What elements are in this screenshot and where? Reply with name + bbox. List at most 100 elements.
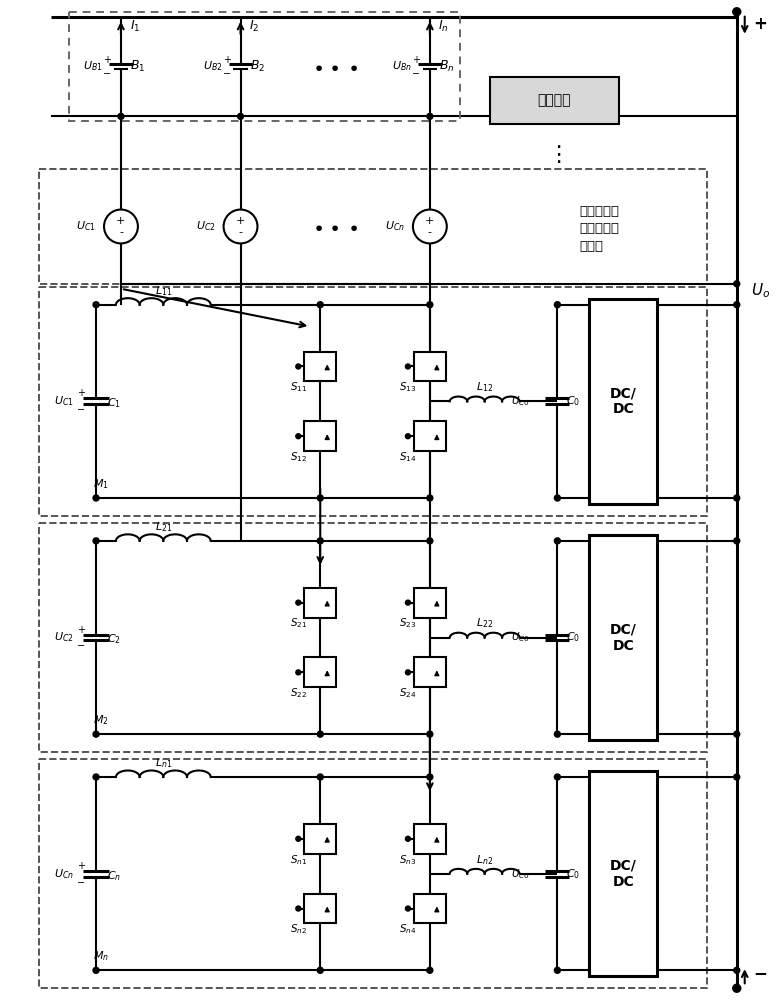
Circle shape xyxy=(554,302,560,308)
Circle shape xyxy=(554,774,560,780)
Text: $S_{12}$: $S_{12}$ xyxy=(289,450,307,464)
Circle shape xyxy=(93,967,99,973)
Bar xyxy=(304,421,336,451)
Text: $U_o$: $U_o$ xyxy=(751,281,771,300)
Text: $U_{Cn}$: $U_{Cn}$ xyxy=(54,867,74,881)
Text: $S_{23}$: $S_{23}$ xyxy=(400,617,417,630)
Bar xyxy=(414,894,445,923)
Text: DC/
DC: DC/ DC xyxy=(610,386,636,416)
Text: -: - xyxy=(119,227,123,237)
Text: DC/
DC: DC/ DC xyxy=(610,859,636,889)
Text: $L_{n1}$: $L_{n1}$ xyxy=(154,756,172,770)
Text: $L_{11}$: $L_{11}$ xyxy=(154,284,172,298)
Text: $I_2$: $I_2$ xyxy=(249,19,260,34)
Text: +: + xyxy=(425,216,435,226)
Text: $M_1$: $M_1$ xyxy=(93,477,109,491)
Circle shape xyxy=(734,731,740,737)
Circle shape xyxy=(405,670,411,675)
Circle shape xyxy=(427,731,433,737)
Circle shape xyxy=(296,906,301,911)
Text: 环流抑制和: 环流抑制和 xyxy=(580,205,619,218)
Text: $U_{C0}$: $U_{C0}$ xyxy=(511,394,529,408)
Circle shape xyxy=(237,113,244,119)
Circle shape xyxy=(427,113,433,119)
Circle shape xyxy=(317,731,324,737)
Text: +: + xyxy=(116,216,126,226)
Circle shape xyxy=(427,967,433,973)
Circle shape xyxy=(427,302,433,308)
Circle shape xyxy=(427,774,433,780)
Text: +: + xyxy=(236,216,245,226)
Circle shape xyxy=(405,906,411,911)
Circle shape xyxy=(296,364,301,369)
Circle shape xyxy=(734,538,740,544)
Text: $C_0$: $C_0$ xyxy=(566,867,580,881)
Circle shape xyxy=(317,495,324,501)
Text: $S_{n3}$: $S_{n3}$ xyxy=(400,853,417,867)
Text: $\bullet\bullet\bullet$: $\bullet\bullet\bullet$ xyxy=(312,57,359,76)
Text: $U_{C2}$: $U_{C2}$ xyxy=(196,220,216,233)
Bar xyxy=(490,77,619,124)
Circle shape xyxy=(734,774,740,780)
Circle shape xyxy=(405,434,411,439)
Circle shape xyxy=(554,495,560,501)
Text: $S_{n4}$: $S_{n4}$ xyxy=(399,923,417,936)
Circle shape xyxy=(317,302,324,308)
Text: +: + xyxy=(77,388,85,398)
Bar xyxy=(414,421,445,451)
Text: $U_{C0}$: $U_{C0}$ xyxy=(511,867,529,881)
Circle shape xyxy=(317,967,324,973)
Circle shape xyxy=(317,538,324,544)
Circle shape xyxy=(405,600,411,605)
Text: −: − xyxy=(77,878,85,888)
Bar xyxy=(589,771,657,976)
Bar xyxy=(40,523,707,752)
Circle shape xyxy=(296,670,301,675)
Circle shape xyxy=(554,967,560,973)
Bar xyxy=(40,169,707,284)
Text: -: - xyxy=(428,227,432,237)
Text: $U_{B1}$: $U_{B1}$ xyxy=(83,60,103,73)
Text: −: − xyxy=(77,641,85,651)
Text: −: − xyxy=(223,69,230,79)
Circle shape xyxy=(734,281,740,287)
Text: +: + xyxy=(103,55,111,65)
Text: $U_{C1}$: $U_{C1}$ xyxy=(54,394,74,408)
Text: +: + xyxy=(223,55,230,65)
Text: $L_{21}$: $L_{21}$ xyxy=(154,520,172,534)
Text: $C_n$: $C_n$ xyxy=(107,869,121,883)
Text: $C_1$: $C_1$ xyxy=(107,396,121,410)
Bar xyxy=(40,759,707,988)
Text: +: + xyxy=(412,55,420,65)
Text: $S_{n2}$: $S_{n2}$ xyxy=(289,923,307,936)
Bar xyxy=(304,657,336,687)
Circle shape xyxy=(734,967,740,973)
Text: −: − xyxy=(412,69,420,79)
Circle shape xyxy=(554,731,560,737)
Text: $U_{Cn}$: $U_{Cn}$ xyxy=(385,220,405,233)
Text: $L_{22}$: $L_{22}$ xyxy=(476,617,494,630)
Circle shape xyxy=(733,8,741,16)
Bar xyxy=(304,352,336,381)
Text: 控制电路: 控制电路 xyxy=(538,93,571,107)
Circle shape xyxy=(296,836,301,841)
Text: $S_{n1}$: $S_{n1}$ xyxy=(289,853,307,867)
Bar xyxy=(40,287,707,516)
Circle shape xyxy=(317,774,324,780)
Circle shape xyxy=(93,731,99,737)
Text: $I_n$: $I_n$ xyxy=(438,19,449,34)
Circle shape xyxy=(93,538,99,544)
Circle shape xyxy=(405,836,411,841)
Text: -: - xyxy=(238,227,243,237)
Text: $B_1$: $B_1$ xyxy=(130,59,146,74)
Bar xyxy=(304,894,336,923)
Text: −: − xyxy=(103,69,111,79)
Text: $\bullet\bullet\bullet$: $\bullet\bullet\bullet$ xyxy=(312,217,359,236)
Text: +: + xyxy=(77,625,85,635)
Circle shape xyxy=(296,600,301,605)
Text: $S_{24}$: $S_{24}$ xyxy=(399,686,417,700)
Text: $C_2$: $C_2$ xyxy=(107,633,121,646)
Circle shape xyxy=(554,538,560,544)
Bar xyxy=(414,657,445,687)
Text: −: − xyxy=(753,964,767,982)
